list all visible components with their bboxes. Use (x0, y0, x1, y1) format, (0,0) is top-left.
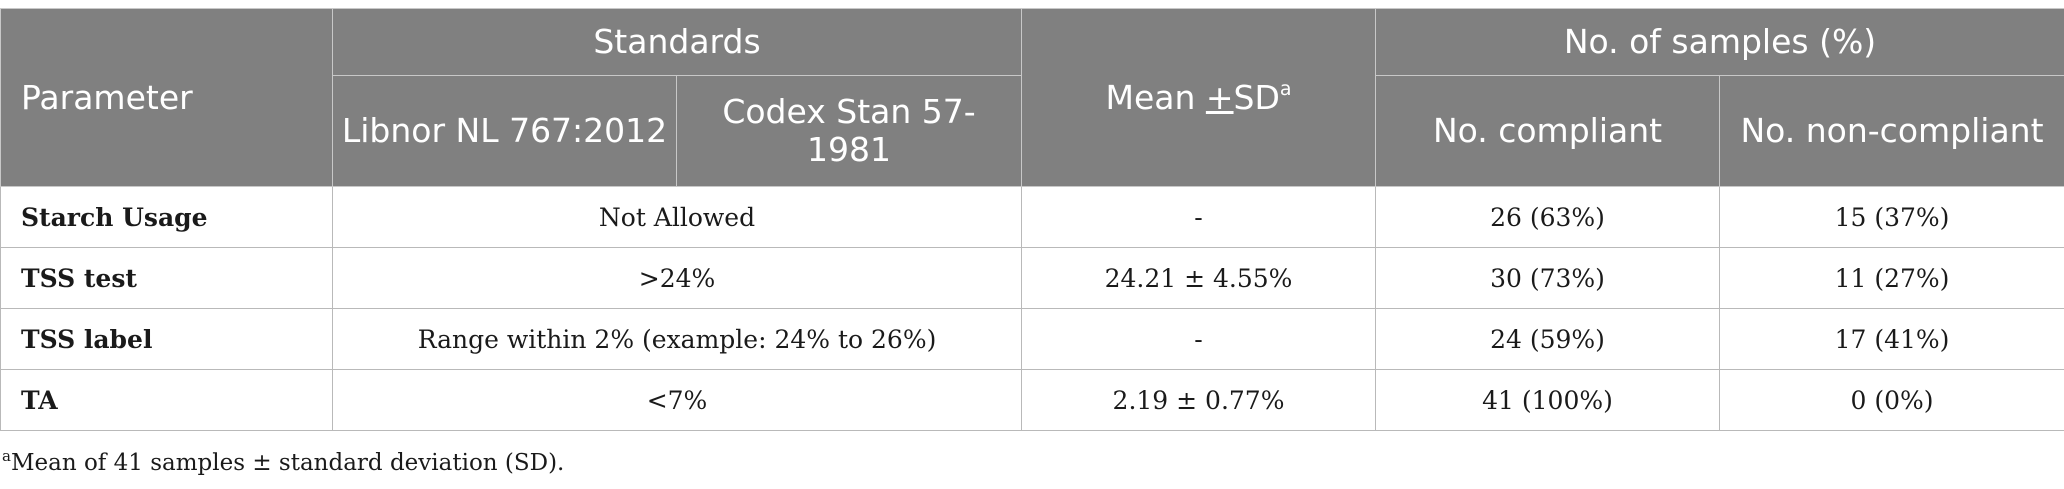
header-row-1: Parameter Standards Mean +SDa No. of sam… (0, 8, 2064, 187)
row-mean: 24.21 ± 4.55% (1021, 247, 1377, 309)
footnote-marker: a (1279, 77, 1292, 100)
row-noncompliant: 0 (0%) (1719, 369, 2064, 431)
plus-minus-symbol: + (1205, 77, 1234, 117)
header-mean-label: Mean (1105, 77, 1206, 117)
row-standard: Range within 2% (example: 24% to 26%) (331, 308, 1023, 370)
row-mean: - (1021, 186, 1377, 248)
table-row: Starch Usage Not Allowed - 26 (63%) 15 (… (0, 186, 2064, 248)
row-parameter: TA (0, 369, 333, 431)
row-compliant: 24 (59%) (1375, 308, 1721, 370)
header-codex: Codex Stan 57-1981 (675, 75, 1023, 187)
row-parameter: TSS test (0, 247, 333, 309)
table-header: Parameter Standards Mean +SDa No. of sam… (0, 8, 2064, 187)
row-noncompliant: 15 (37%) (1719, 186, 2064, 248)
footnote-marker: a (2, 447, 11, 465)
row-standard: Not Allowed (331, 186, 1023, 248)
table-row: TA <7% 2.19 ± 0.77% 41 (100%) 0 (0%) (0, 369, 2064, 431)
row-parameter: TSS label (0, 308, 333, 370)
header-compliant: No. compliant (1375, 75, 1721, 187)
compliance-table: Parameter Standards Mean +SDa No. of sam… (0, 8, 2064, 431)
row-parameter: Starch Usage (0, 186, 333, 248)
row-mean: 2.19 ± 0.77% (1021, 369, 1377, 431)
row-noncompliant: 17 (41%) (1719, 308, 2064, 370)
header-mean-sd: Mean +SDa (1021, 8, 1377, 187)
row-mean: - (1021, 308, 1377, 370)
table-row: TSS test >24% 24.21 ± 4.55% 30 (73%) 11 … (0, 247, 2064, 309)
row-compliant: 41 (100%) (1375, 369, 1721, 431)
table-row: TSS label Range within 2% (example: 24% … (0, 308, 2064, 370)
header-samples: No. of samples (%) (1375, 8, 2064, 76)
table-footnote: aMean of 41 samples ± standard deviation… (2, 447, 565, 477)
row-standard: <7% (331, 369, 1023, 431)
table-body: Starch Usage Not Allowed - 26 (63%) 15 (… (0, 186, 2064, 431)
results-table-container: Parameter Standards Mean +SDa No. of sam… (0, 8, 2064, 431)
footnote-text: Mean of 41 samples ± standard deviation … (10, 450, 565, 476)
header-row-2: Libnor NL 767:2012 Codex Stan 57-1981 No… (1, 75, 2064, 187)
header-libnor: Libnor NL 767:2012 (332, 75, 677, 187)
header-noncompliant: No. non-compliant (1719, 75, 2064, 187)
row-compliant: 26 (63%) (1375, 186, 1721, 248)
header-standards: Standards (331, 8, 1023, 76)
row-standard: >24% (331, 247, 1023, 309)
row-compliant: 30 (73%) (1375, 247, 1721, 309)
row-noncompliant: 11 (27%) (1719, 247, 2064, 309)
header-sd-label: SD (1233, 77, 1280, 117)
header-parameter: Parameter (0, 8, 333, 187)
